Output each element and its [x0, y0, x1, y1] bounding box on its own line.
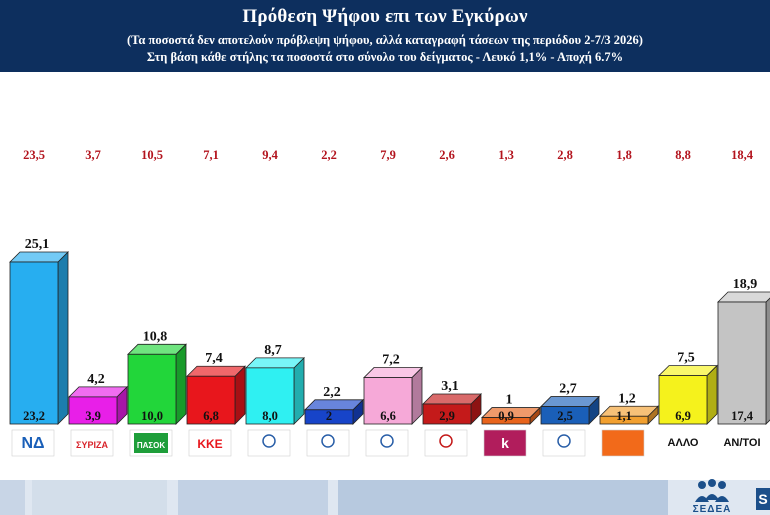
bar-value-label: 8,7 — [264, 343, 282, 358]
bar-top — [245, 357, 305, 369]
bar-top — [363, 367, 423, 378]
bar-base-label: 2 — [326, 409, 332, 423]
bar-top — [540, 396, 600, 407]
party-logo-label: ΣΥΡΙΖΑ — [76, 440, 108, 450]
bar — [658, 375, 708, 425]
bar-base-label: 0,9 — [498, 409, 514, 423]
bar — [422, 403, 472, 425]
footer-band — [0, 480, 770, 515]
bar-base-label: 17,4 — [731, 409, 754, 423]
party-logo-label: k — [501, 435, 509, 451]
bar-side — [293, 356, 305, 425]
previous-value-label: 7,9 — [380, 148, 396, 162]
bar-value-label: 4,2 — [87, 372, 105, 387]
bar-value-label: 10,8 — [143, 329, 168, 344]
previous-value-label: 7,1 — [203, 148, 219, 162]
bar-base-label: 2,5 — [557, 409, 573, 423]
bar-side — [175, 343, 187, 425]
syriza-logo-icon: ΣΥΡΙΖΑ — [70, 429, 114, 457]
previous-value-label: 1,3 — [498, 148, 514, 162]
bar-top — [186, 365, 246, 377]
bar-value-label: 3,1 — [441, 379, 459, 394]
party-k-logo-icon: k — [483, 429, 527, 457]
bar-value-label: 25,1 — [25, 237, 50, 252]
bar-base-label: 8,0 — [262, 409, 278, 423]
party-logo-label: ΚΚΕ — [197, 437, 222, 451]
bar-value-label: 1,2 — [618, 391, 636, 406]
chart-subtitle-period: (Τα ποσοστά δεν αποτελούν πρόβλεψη ψήφου… — [127, 33, 643, 47]
previous-value-label: 23,5 — [23, 148, 45, 162]
bar-top — [127, 343, 187, 355]
kinima-logo-icon — [542, 429, 586, 457]
elliniki-lysi-logo-icon — [247, 429, 291, 457]
kke-logo-icon: ΚΚΕ — [188, 429, 232, 457]
previous-value-label: 3,7 — [85, 148, 101, 162]
bar — [186, 375, 236, 425]
bar-value-label: 1 — [506, 393, 513, 408]
bar-value-label: 7,2 — [382, 353, 400, 368]
bar-top — [658, 365, 718, 376]
bar-base-label: 6,9 — [675, 409, 691, 423]
previous-value-label: 9,4 — [262, 148, 278, 162]
bar — [717, 301, 767, 425]
previous-value-label: 2,8 — [557, 148, 573, 162]
bar-value-label: 18,9 — [733, 277, 758, 292]
chart-title: Πρόθεση Ψήφου επι των Εγκύρων — [242, 6, 528, 27]
party-logo-label: ΠΑΣΟΚ — [137, 441, 166, 450]
party-logo-label: ΝΔ — [21, 435, 44, 452]
chart-subtitle-base: Στη βάση κάθε στήλης τα ποσοστά στο σύνο… — [146, 50, 624, 64]
bar-top — [9, 251, 69, 263]
sedea-logo-text: ΣΕΔΕΑ — [692, 504, 732, 515]
previous-value-label: 2,2 — [321, 148, 337, 162]
previous-value-label: 10,5 — [141, 148, 163, 162]
bar — [68, 396, 118, 425]
category-label: ΑΛΛΟ — [668, 437, 699, 449]
bar-top — [304, 399, 364, 411]
bar — [599, 415, 649, 425]
bar — [481, 417, 531, 425]
previous-value-label: 8,8 — [675, 148, 691, 162]
footer-stripe — [0, 480, 25, 515]
bar-side — [765, 297, 770, 425]
bar-value-label: 2,2 — [323, 385, 341, 400]
plefsi-logo-icon — [365, 429, 409, 457]
bar — [540, 406, 590, 425]
previous-value-label: 18,4 — [731, 148, 754, 162]
footer-stripe — [178, 480, 328, 515]
nea-aristera-logo-icon — [424, 429, 468, 457]
bar-base-label: 3,9 — [85, 409, 101, 423]
bar-side — [57, 251, 69, 425]
foni-logikis-logo-icon — [601, 429, 645, 457]
nd-logo-icon: ΝΔ — [11, 429, 55, 457]
bar-base-label: 10,0 — [141, 409, 163, 423]
previous-value-label: 1,8 — [616, 148, 632, 162]
bar-value-label: 7,5 — [677, 351, 695, 366]
bar — [363, 377, 413, 425]
footer-stripe — [338, 480, 668, 515]
category-label: ΑΝ/ΤΟΙ — [723, 437, 760, 449]
bar — [245, 367, 295, 425]
pasok-logo-icon: ΠΑΣΟΚ — [129, 429, 173, 457]
previous-value-label: 2,6 — [439, 148, 455, 162]
sedea-logo-icon: ΣΕΔΕΑ — [682, 478, 742, 515]
bar — [127, 353, 177, 425]
bar-top — [68, 386, 128, 398]
bar-value-label: 2,7 — [559, 382, 577, 397]
bar-chart: 23,5 25,1 23,2 ΝΔ 3,7 4,2 3,9 ΣΥΡΙΖΑ 10,5 10,8 10,… — [9, 148, 770, 457]
footer-stripe — [32, 480, 167, 515]
bar-base-label: 2,9 — [439, 409, 455, 423]
corner-logo-fragment: S — [756, 488, 770, 510]
bar-value-label: 7,4 — [205, 351, 223, 366]
niki-logo-icon — [306, 429, 350, 457]
bar-top — [717, 291, 770, 303]
bar-base-label: 6,6 — [380, 409, 396, 423]
bar — [9, 261, 59, 425]
bar-base-label: 1,1 — [616, 409, 632, 423]
bar — [304, 409, 354, 425]
chart-header: Πρόθεση Ψήφου επι των Εγκύρων (Τα ποσοστ… — [0, 0, 770, 72]
bar-base-label: 6,8 — [203, 409, 219, 423]
bar-top — [422, 393, 482, 405]
bar-base-label: 23,2 — [23, 409, 45, 423]
